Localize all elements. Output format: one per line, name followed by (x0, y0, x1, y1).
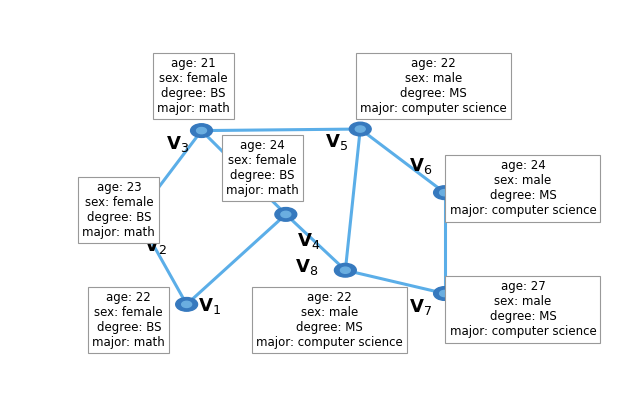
Circle shape (126, 209, 148, 223)
Circle shape (176, 297, 198, 311)
Text: $\mathbf{V}_2$: $\mathbf{V}_2$ (145, 236, 167, 256)
Text: age: 21
sex: female
degree: BS
major: math: age: 21 sex: female degree: BS major: ma… (157, 57, 230, 115)
Circle shape (434, 186, 456, 199)
Circle shape (196, 127, 207, 134)
Text: $\mathbf{V}_8$: $\mathbf{V}_8$ (295, 257, 318, 277)
Text: age: 22
sex: male
degree: MS
major: computer science: age: 22 sex: male degree: MS major: comp… (256, 291, 403, 349)
Text: $\mathbf{V}_3$: $\mathbf{V}_3$ (166, 134, 189, 154)
Text: $\mathbf{V}_5$: $\mathbf{V}_5$ (324, 132, 348, 152)
Text: $\mathbf{V}_6$: $\mathbf{V}_6$ (409, 156, 432, 176)
Circle shape (275, 208, 297, 221)
Circle shape (434, 287, 456, 300)
Circle shape (182, 301, 191, 307)
Circle shape (440, 291, 449, 297)
Text: $\mathbf{V}_7$: $\mathbf{V}_7$ (409, 297, 432, 317)
Text: age: 22
sex: female
degree: BS
major: math: age: 22 sex: female degree: BS major: ma… (92, 291, 165, 349)
Text: age: 24
sex: female
degree: BS
major: math: age: 24 sex: female degree: BS major: ma… (227, 139, 299, 197)
Text: age: 23
sex: female
degree: BS
major: math: age: 23 sex: female degree: BS major: ma… (83, 181, 156, 239)
Text: age: 27
sex: male
degree: MS
major: computer science: age: 27 sex: male degree: MS major: comp… (449, 280, 596, 339)
Circle shape (281, 211, 291, 218)
Text: $\mathbf{V}_1$: $\mathbf{V}_1$ (198, 296, 221, 316)
Circle shape (340, 267, 350, 273)
Circle shape (349, 122, 371, 136)
Text: age: 22
sex: male
degree: MS
major: computer science: age: 22 sex: male degree: MS major: comp… (360, 57, 507, 115)
Circle shape (132, 213, 142, 219)
Circle shape (191, 124, 212, 137)
Circle shape (440, 189, 449, 196)
Circle shape (355, 126, 365, 132)
Text: $\mathbf{V}_4$: $\mathbf{V}_4$ (297, 231, 320, 251)
Circle shape (335, 264, 356, 277)
Text: age: 24
sex: male
degree: MS
major: computer science: age: 24 sex: male degree: MS major: comp… (449, 160, 596, 218)
